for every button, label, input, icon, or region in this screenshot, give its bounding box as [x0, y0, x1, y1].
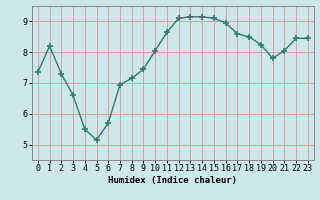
X-axis label: Humidex (Indice chaleur): Humidex (Indice chaleur) [108, 176, 237, 185]
